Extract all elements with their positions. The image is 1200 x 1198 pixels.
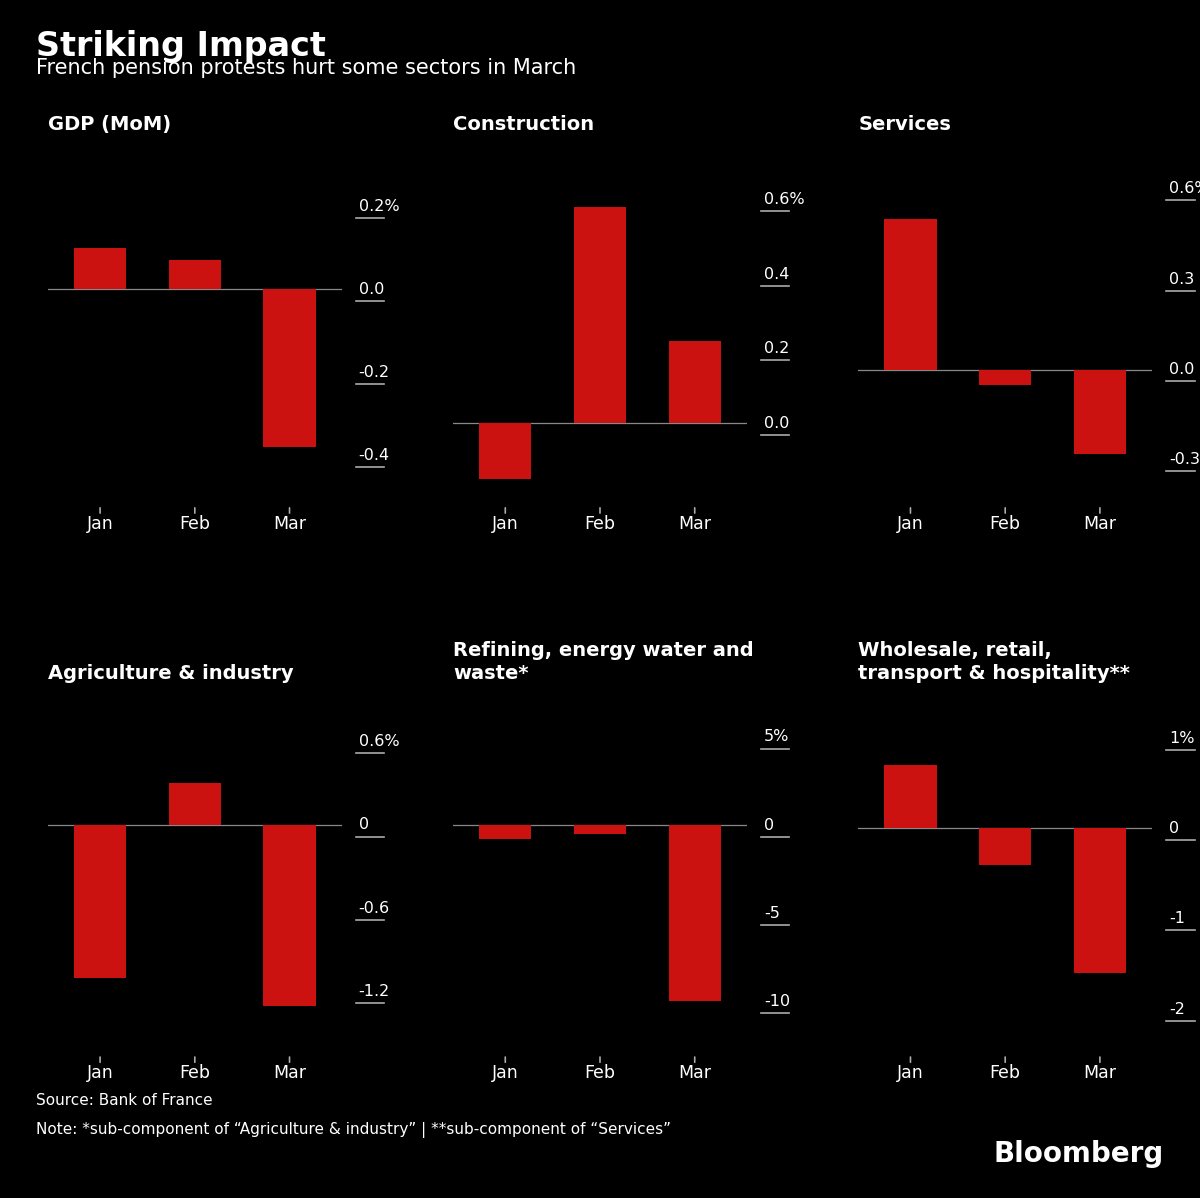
Bar — [668, 341, 721, 423]
Bar — [264, 825, 316, 1005]
Text: 0.0: 0.0 — [1169, 362, 1194, 377]
Text: French pension protests hurt some sectors in March: French pension protests hurt some sector… — [36, 58, 576, 78]
Text: -5: -5 — [764, 906, 780, 921]
Text: 0.3: 0.3 — [1169, 272, 1194, 286]
Text: -0.3: -0.3 — [1169, 453, 1200, 467]
Bar — [479, 825, 532, 840]
Bar — [884, 766, 936, 829]
Text: 5%: 5% — [764, 730, 790, 744]
Text: 0.6%: 0.6% — [359, 734, 400, 749]
Text: 0.2%: 0.2% — [359, 199, 400, 213]
Text: Construction: Construction — [454, 115, 594, 134]
Text: GDP (MoM): GDP (MoM) — [48, 115, 172, 134]
Text: -1: -1 — [1169, 912, 1186, 926]
Text: -2: -2 — [1169, 1002, 1184, 1017]
Text: Source: Bank of France: Source: Bank of France — [36, 1093, 212, 1108]
Bar — [1074, 369, 1126, 454]
Bar — [574, 207, 626, 423]
Bar — [668, 825, 721, 1002]
Bar — [979, 369, 1031, 385]
Text: 0.2: 0.2 — [764, 341, 790, 356]
Text: Refining, energy water and
waste*: Refining, energy water and waste* — [454, 641, 754, 683]
Text: -10: -10 — [764, 994, 790, 1009]
Text: -0.6: -0.6 — [359, 901, 390, 915]
Text: Services: Services — [858, 115, 952, 134]
Bar — [264, 289, 316, 447]
Text: 0: 0 — [764, 817, 774, 833]
Text: 0.6%: 0.6% — [1169, 181, 1200, 196]
Bar — [74, 825, 126, 978]
Text: Note: *sub-component of “Agriculture & industry” | **sub-component of “Services”: Note: *sub-component of “Agriculture & i… — [36, 1123, 671, 1138]
Bar — [169, 783, 221, 825]
Text: 0.4: 0.4 — [764, 267, 790, 282]
Text: 0: 0 — [359, 817, 368, 833]
Text: Striking Impact: Striking Impact — [36, 30, 326, 63]
Text: 0.0: 0.0 — [359, 282, 384, 297]
Bar — [479, 423, 532, 479]
Text: -1.2: -1.2 — [359, 985, 390, 999]
Text: Agriculture & industry: Agriculture & industry — [48, 664, 294, 683]
Bar — [979, 829, 1031, 865]
Bar — [884, 219, 936, 369]
Bar — [169, 260, 221, 289]
Text: -0.4: -0.4 — [359, 448, 390, 462]
Text: 0.0: 0.0 — [764, 416, 790, 430]
Bar — [574, 825, 626, 834]
Text: 0: 0 — [1169, 821, 1180, 836]
Text: Bloomberg: Bloomberg — [994, 1140, 1164, 1168]
Bar — [1074, 829, 1126, 973]
Bar — [74, 248, 126, 289]
Text: 0.6%: 0.6% — [764, 192, 804, 207]
Text: -0.2: -0.2 — [359, 364, 390, 380]
Text: Wholesale, retail,
transport & hospitality**: Wholesale, retail, transport & hospitali… — [858, 641, 1130, 683]
Text: 1%: 1% — [1169, 731, 1194, 745]
